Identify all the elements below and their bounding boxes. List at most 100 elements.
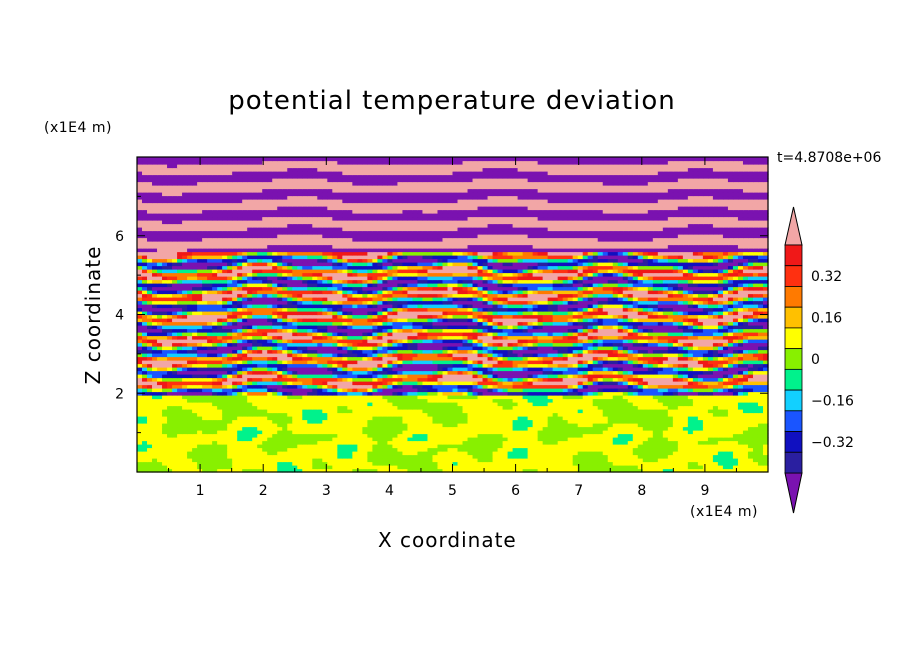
- heatmap-cell: [417, 353, 424, 358]
- heatmap-cell: [462, 444, 469, 449]
- heatmap-cell: [157, 454, 163, 459]
- heatmap-cell: [327, 423, 333, 428]
- heatmap-cell: [752, 451, 759, 456]
- heatmap-cell: [707, 454, 714, 459]
- heatmap-cell: [252, 374, 258, 379]
- heatmap-cell: [227, 416, 233, 421]
- heatmap-cell: [612, 391, 619, 396]
- heatmap-cell: [302, 405, 308, 410]
- heatmap-cell: [642, 381, 649, 386]
- heatmap-cell: [487, 395, 494, 400]
- heatmap-cell: [612, 360, 619, 365]
- heatmap-cell: [472, 339, 479, 344]
- heatmap-cell: [517, 377, 524, 382]
- heatmap-cell: [172, 370, 178, 375]
- heatmap-cell: [312, 356, 318, 361]
- heatmap-cell: [747, 454, 754, 459]
- heatmap-cell: [732, 342, 739, 347]
- heatmap-cell: [602, 374, 609, 379]
- heatmap-cell: [412, 416, 419, 421]
- heatmap-cell: [537, 346, 544, 351]
- heatmap-cell: [357, 395, 363, 400]
- heatmap-cell: [642, 468, 649, 473]
- heatmap-cell: [347, 381, 353, 386]
- heatmap-cell: [532, 423, 539, 428]
- heatmap-cell: [532, 419, 539, 424]
- heatmap-cell: [717, 461, 724, 466]
- heatmap-cell: [547, 444, 554, 449]
- heatmap-cell: [502, 440, 509, 445]
- heatmap-cell: [637, 370, 644, 375]
- heatmap-cell: [517, 444, 524, 449]
- heatmap-cell: [267, 370, 273, 375]
- heatmap-cell: [397, 360, 404, 365]
- heatmap-cell: [497, 451, 504, 456]
- heatmap-cell: [572, 370, 579, 375]
- heatmap-cell: [697, 388, 704, 393]
- heatmap-cell: [387, 384, 394, 389]
- heatmap-cell: [382, 412, 388, 417]
- heatmap-cell: [612, 416, 619, 421]
- heatmap-cell: [217, 409, 223, 414]
- heatmap-cell: [742, 405, 749, 410]
- heatmap-cell: [647, 384, 654, 389]
- heatmap-cell: [452, 468, 459, 473]
- heatmap-cell: [267, 444, 273, 449]
- heatmap-cell: [362, 377, 368, 382]
- heatmap-cell: [577, 461, 584, 466]
- heatmap-cell: [322, 430, 328, 435]
- heatmap-cell: [597, 458, 604, 463]
- heatmap-cell: [197, 395, 203, 400]
- heatmap-cell: [257, 335, 263, 340]
- heatmap-cell: [527, 416, 534, 421]
- heatmap-cell: [692, 451, 699, 456]
- heatmap-cell: [577, 468, 584, 473]
- heatmap-cell: [422, 409, 429, 414]
- heatmap-cell: [237, 346, 243, 351]
- heatmap-cell: [502, 367, 509, 372]
- heatmap-cell: [142, 465, 148, 470]
- heatmap-cell: [332, 419, 338, 424]
- heatmap-cell: [737, 405, 744, 410]
- heatmap-cell: [642, 349, 649, 354]
- heatmap-cell: [762, 342, 769, 347]
- heatmap-cell: [607, 430, 614, 435]
- heatmap-cell: [592, 419, 599, 424]
- heatmap-cell: [272, 405, 278, 410]
- heatmap-cell: [567, 363, 574, 368]
- heatmap-cell: [147, 381, 153, 386]
- heatmap-cell: [327, 356, 333, 361]
- heatmap-cell: [622, 374, 629, 379]
- heatmap-cell: [502, 363, 509, 368]
- heatmap-cell: [432, 377, 439, 382]
- heatmap-cell: [397, 346, 404, 351]
- heatmap-cell: [532, 416, 539, 421]
- heatmap-cell: [427, 451, 434, 456]
- heatmap-cell: [417, 454, 424, 459]
- heatmap-cell: [402, 356, 409, 361]
- heatmap-cell: [177, 388, 183, 393]
- heatmap-cell: [272, 332, 278, 337]
- heatmap-cell: [472, 384, 479, 389]
- heatmap-cell: [582, 447, 589, 452]
- heatmap-cell: [262, 395, 268, 400]
- heatmap-cell: [232, 339, 238, 344]
- heatmap-cell: [147, 440, 153, 445]
- heatmap-cell: [287, 447, 293, 452]
- heatmap-cell: [357, 342, 363, 347]
- heatmap-cell: [717, 356, 724, 361]
- heatmap-cell: [502, 451, 509, 456]
- heatmap-cell: [417, 335, 424, 340]
- heatmap-cell: [482, 461, 489, 466]
- heatmap-cell: [632, 461, 639, 466]
- heatmap-cell: [267, 391, 273, 396]
- heatmap-cell: [607, 454, 614, 459]
- heatmap-cell: [307, 468, 313, 473]
- heatmap-cell: [392, 391, 399, 396]
- heatmap-cell: [432, 353, 439, 358]
- heatmap-cell: [607, 339, 614, 344]
- heatmap-cell: [482, 416, 489, 421]
- heatmap-cell: [592, 454, 599, 459]
- heatmap-cell: [227, 440, 233, 445]
- heatmap-cell: [482, 370, 489, 375]
